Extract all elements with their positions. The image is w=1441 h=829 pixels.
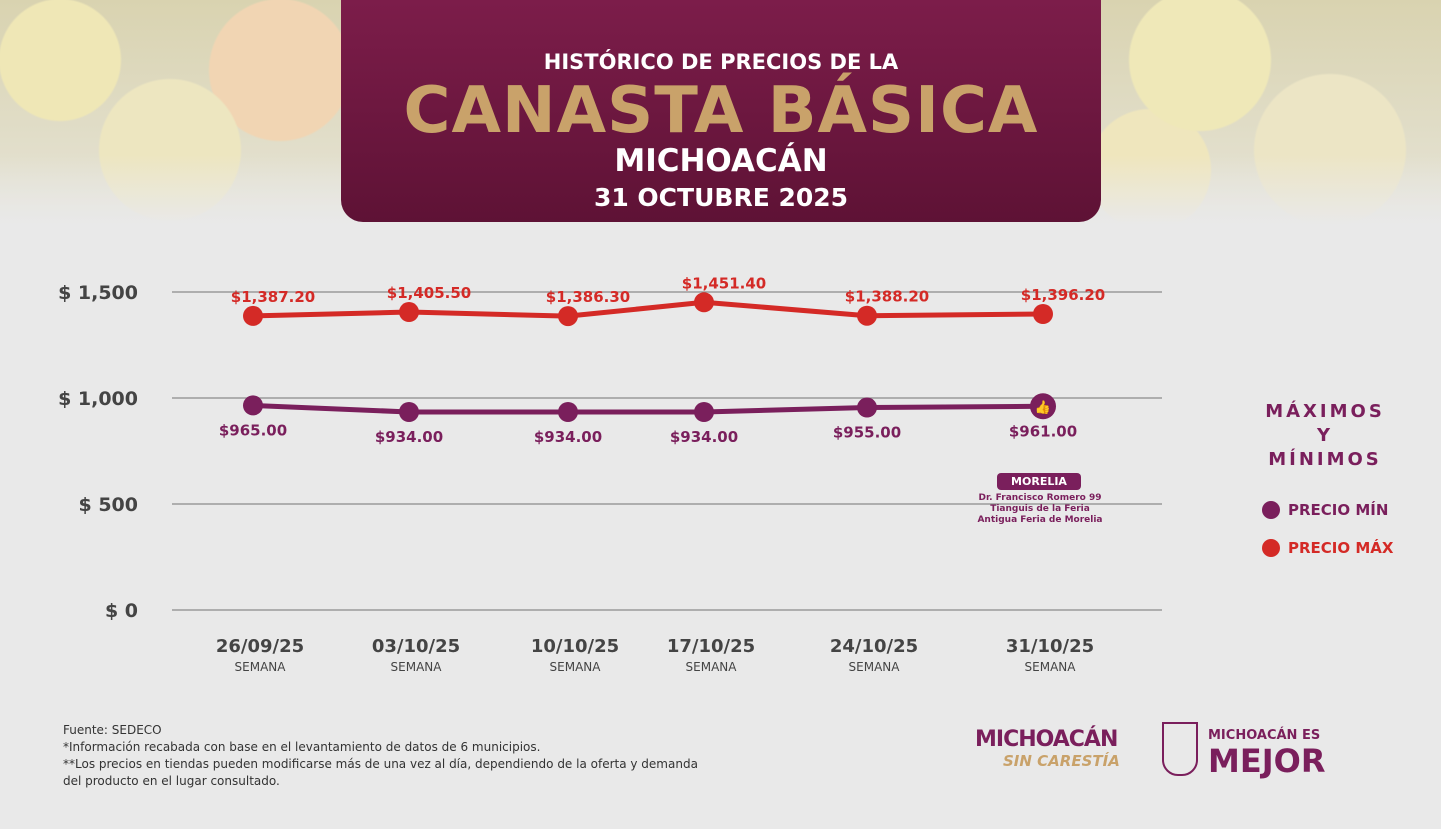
legend-item-min: PRECIO MÍN [1262, 501, 1388, 519]
min-data-label: $934.00 [375, 428, 443, 446]
logo1-subtext: SIN CARESTÍA [1003, 752, 1120, 770]
logo-michoacan-es-mejor: MICHOACÁN ES MEJOR [1162, 722, 1325, 779]
min-point [694, 401, 714, 422]
max-data-label: $1,387.20 [231, 288, 315, 306]
footnotes: Fuente: SEDECO *Información recabada con… [63, 722, 698, 790]
x-tick-label: 24/10/25 [830, 636, 918, 657]
x-tick-label: 26/09/25 [216, 636, 304, 657]
legend-dot-max [1262, 539, 1280, 557]
logo-michoacan-sin-carestia: MICHOACÁN SIN CARESTÍA [975, 727, 1120, 770]
max-point [558, 306, 578, 327]
max-data-label: $1,396.20 [1021, 286, 1105, 304]
x-tick-label: 17/10/25 [667, 636, 755, 657]
logo1-text: MICHOACÁN [975, 727, 1118, 752]
min-data-label: $965.00 [219, 421, 287, 439]
footnote: *Información recabada con base en el lev… [63, 740, 541, 754]
min-data-label: $934.00 [670, 428, 738, 446]
max-point [1033, 304, 1053, 325]
max-point [694, 292, 714, 313]
max-data-label: $1,388.20 [845, 288, 929, 306]
legend-title-3: MÍNIMOS [1268, 449, 1382, 470]
thumbs-up-marker [1030, 393, 1056, 420]
title-line1: HISTÓRICO DE PRECIOS DE LA [543, 50, 899, 74]
footnote: del producto en el lugar consultado. [63, 774, 280, 788]
x-tick-label: 10/10/25 [531, 636, 619, 657]
legend-label-min: PRECIO MÍN [1288, 501, 1389, 519]
legend-title-2: Y [1316, 425, 1334, 446]
title-panel: HISTÓRICO DE PRECIOS DE LA CANASTA BÁSIC… [341, 0, 1101, 222]
max-data-label: $1,451.40 [682, 274, 766, 292]
x-tick-label: 03/10/25 [372, 636, 460, 657]
min-series-line [252, 402, 1044, 415]
max-point [857, 305, 877, 326]
logo2-text: MICHOACÁN ES [1208, 728, 1321, 743]
title-main: CANASTA BÁSICA [403, 74, 1039, 148]
legend-title: MÁXIMOS Y MÍNIMOS [1240, 400, 1410, 472]
min-data-label: $934.00 [534, 428, 602, 446]
max-point [243, 305, 263, 326]
min-point [399, 401, 419, 422]
address-line: Tianguis de la Feria [990, 504, 1090, 514]
min-point [243, 395, 263, 416]
thumbs-up-icon: 👍 [1035, 399, 1051, 415]
max-data-label: $1,405.50 [387, 284, 471, 302]
legend-title-1: MÁXIMOS [1265, 401, 1385, 422]
min-point [857, 397, 877, 418]
min-point [558, 401, 578, 422]
footnote: **Los precios en tiendas pueden modifica… [63, 757, 698, 771]
logo2-subtext: MEJOR [1208, 742, 1326, 780]
y-tick-label: $ 1,500 [58, 282, 138, 304]
coat-of-arms-icon [1162, 722, 1198, 776]
y-tick-label: $ 500 [79, 494, 139, 516]
legend-item-max: PRECIO MÁX [1262, 539, 1393, 557]
min-data-label: $955.00 [833, 424, 901, 442]
title-region: MICHOACÁN [614, 143, 828, 179]
x-tick-label: 31/10/25 [1006, 636, 1094, 657]
source-note: Fuente: SEDECO [63, 723, 162, 737]
x-tick-sublabel: SEMANA [686, 660, 738, 674]
max-data-label: $1,386.30 [546, 288, 630, 306]
legend-label-max: PRECIO MÁX [1288, 539, 1394, 557]
location-address: Dr. Francisco Romero 99 Tianguis de la F… [970, 493, 1110, 526]
max-series-line [252, 299, 1044, 319]
legend-dot-min [1262, 501, 1280, 519]
x-tick-sublabel: SEMANA [391, 660, 443, 674]
x-tick-sublabel: SEMANA [550, 660, 602, 674]
location-badge: MORELIA [997, 473, 1081, 490]
address-line: Dr. Francisco Romero 99 [978, 493, 1102, 503]
x-tick-sublabel: SEMANA [849, 660, 901, 674]
y-tick-label: $ 1,000 [58, 388, 138, 410]
y-tick-label: $ 0 [105, 600, 138, 622]
max-point [399, 302, 419, 323]
title-date: 31 OCTUBRE 2025 [593, 183, 849, 212]
x-tick-sublabel: SEMANA [235, 660, 287, 674]
min-data-label: $961.00 [1009, 422, 1077, 440]
x-tick-sublabel: SEMANA [1025, 660, 1077, 674]
address-line: Antigua Feria de Morelia [977, 515, 1103, 525]
